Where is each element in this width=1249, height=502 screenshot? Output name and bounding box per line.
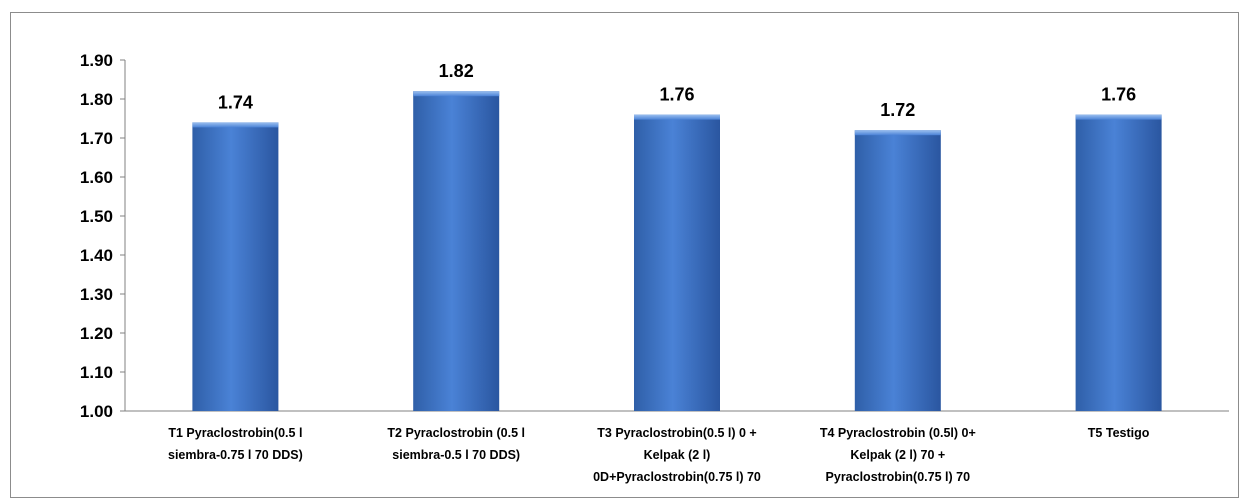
data-label: 1.76 — [1101, 85, 1136, 105]
x-category-label: T5 Testigo — [1088, 426, 1150, 440]
bar-top-highlight — [854, 130, 941, 136]
y-tick-label: 1.40 — [80, 246, 113, 265]
chart-frame: 1.00 1.10 1.20 1.30 1.40 1.50 1.60 1.70 1.80 1.90… — [10, 12, 1239, 498]
y-tick-label: 1.90 — [80, 51, 113, 70]
x-category-label: Kelpak (2 l) 70 + — [850, 448, 945, 462]
x-category-label: Kelpak (2 l) — [644, 448, 711, 462]
bar-top-highlight — [634, 114, 720, 120]
data-label: 1.72 — [880, 100, 915, 120]
y-tick-label: 1.60 — [80, 168, 113, 187]
x-category-label: siembra-0.75 l 70 DDS) — [168, 448, 303, 462]
y-tick-label: 1.50 — [80, 207, 113, 226]
y-tick-label: 1.70 — [80, 129, 113, 148]
bar — [192, 122, 279, 412]
bar-top-highlight — [1075, 114, 1162, 120]
x-category-label: T4 Pyraclostrobin (0.5l) 0+ — [820, 426, 976, 440]
y-tick-label: 1.20 — [80, 324, 113, 343]
bar — [1075, 114, 1162, 411]
y-tick-label: 1.30 — [80, 285, 113, 304]
y-tick-label: 1.10 — [80, 363, 113, 382]
x-category-label: T2 Pyraclostrobin (0.5 l — [387, 426, 525, 440]
y-tick-label: 1.00 — [80, 402, 113, 421]
bars — [192, 91, 1162, 412]
data-label: 1.74 — [218, 92, 253, 112]
y-axis: 1.00 1.10 1.20 1.30 1.40 1.50 1.60 1.70 1.80 1.90 — [80, 51, 1229, 421]
bar-top-highlight — [192, 122, 279, 128]
bar — [413, 91, 500, 411]
x-category-label: siembra-0.5 l 70 DDS) — [392, 448, 520, 462]
x-category-label: 0D+Pyraclostrobin(0.75 l) 70 — [593, 470, 761, 484]
data-labels: 1.74 1.82 1.76 1.72 1.76 — [218, 61, 1136, 120]
bar — [634, 114, 720, 411]
bar — [854, 130, 941, 411]
x-category-label: T1 Pyraclostrobin(0.5 l — [168, 426, 302, 440]
x-axis-labels: T1 Pyraclostrobin(0.5 l siembra-0.75 l 70… — [168, 426, 1150, 484]
x-category-label: Pyraclostrobin(0.75 l) 70 — [826, 470, 971, 484]
bar-top-highlight — [413, 91, 500, 97]
x-category-label: T3 Pyraclostrobin(0.5 l) 0 + — [597, 426, 756, 440]
data-label: 1.82 — [439, 61, 474, 81]
bar-chart: 1.00 1.10 1.20 1.30 1.40 1.50 1.60 1.70 1.80 1.90… — [80, 51, 1229, 484]
data-label: 1.76 — [659, 85, 694, 105]
y-tick-label: 1.80 — [80, 90, 113, 109]
